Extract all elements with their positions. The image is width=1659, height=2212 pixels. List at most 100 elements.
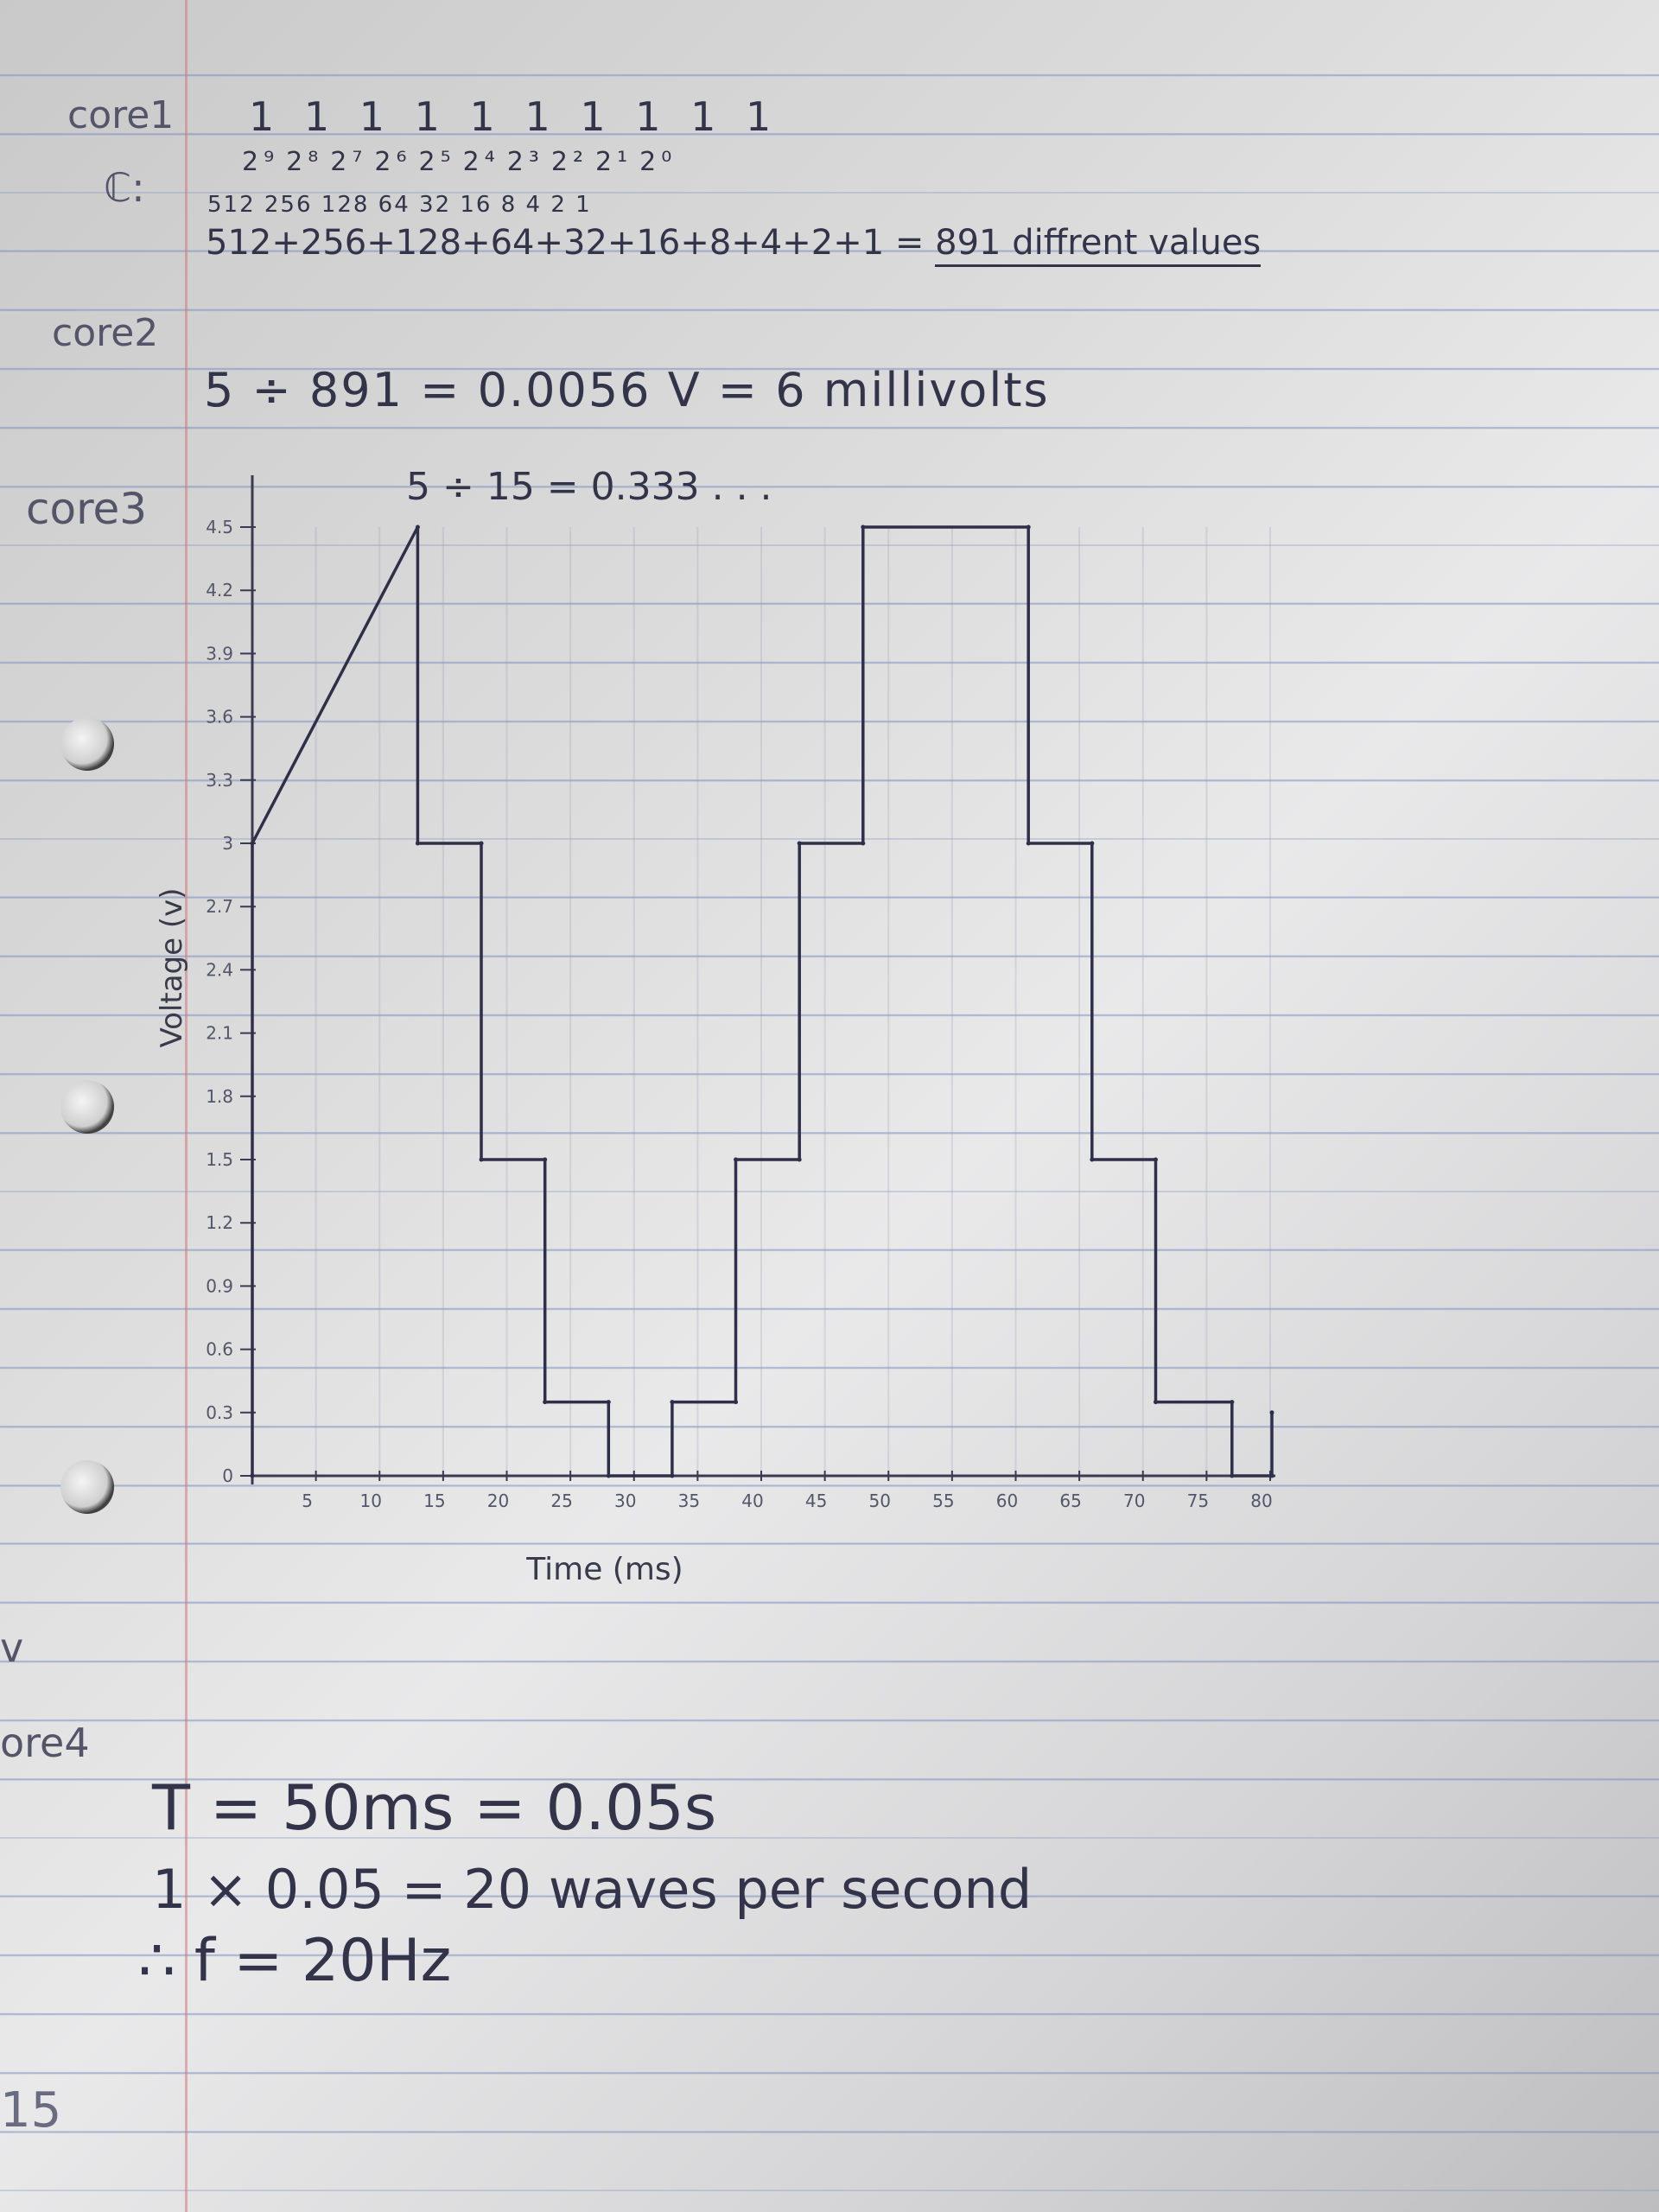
waveform-point	[1026, 841, 1031, 846]
y-tick-label: 2.4	[206, 959, 233, 980]
core1-powers: 2⁹ 2⁸ 2⁷ 2⁶ 2⁵ 2⁴ 2³ 2² 2¹ 2⁰	[242, 147, 683, 177]
core1-power-8: 2¹	[595, 147, 633, 177]
core1-power-4: 2⁵	[418, 147, 456, 177]
core2-equation: 5 ÷ 891 = 0.0056 V = 6 millivolts	[204, 363, 1050, 417]
x-tick-label: 55	[932, 1491, 954, 1511]
core1-sum: 512+256+128+64+32+16+8+4+2+1 = 891 diffr…	[206, 223, 1262, 267]
core1-margin-mark: ℂ:	[104, 164, 145, 211]
waveform-point	[797, 841, 802, 846]
y-axis-label: Voltage (v)	[155, 888, 189, 1048]
x-tick-label: 35	[678, 1491, 700, 1511]
x-tick-label: 10	[360, 1491, 382, 1511]
y-tick-label: 3	[222, 833, 233, 854]
core1-power-9: 2⁰	[639, 147, 677, 177]
binder-hole-1	[60, 717, 114, 771]
y-tick-label: 3.9	[206, 643, 233, 664]
waveform-point	[670, 1400, 675, 1405]
core1-power-7: 2²	[550, 147, 588, 177]
margin-check-mark: v	[0, 1624, 24, 1671]
core4-line3: ∴ f = 20Hz	[138, 1927, 452, 1995]
y-tick-label: 0.6	[206, 1339, 233, 1360]
core1-power-6: 2³	[506, 147, 544, 177]
x-tick-label: 30	[614, 1491, 636, 1511]
y-tick-label: 3.3	[206, 770, 233, 791]
waveform-point	[1090, 1157, 1095, 1162]
x-tick-label: 20	[487, 1491, 509, 1511]
waveform-point	[1269, 1473, 1274, 1478]
core4-line2: 1 × 0.05 = 20 waves per second	[152, 1858, 1033, 1921]
y-tick-label: 0.9	[206, 1275, 233, 1296]
core1-bits: 1 1 1 1 1 1 1 1 1 1	[249, 93, 780, 140]
x-axis-label: Time (ms)	[525, 1552, 683, 1587]
y-tick-label: 1.2	[206, 1212, 233, 1233]
waveform-point	[670, 1473, 675, 1478]
core1-power-2: 2⁷	[330, 147, 368, 177]
waveform-point	[415, 524, 420, 530]
waveform-point	[479, 841, 484, 846]
waveform-point	[606, 1400, 611, 1405]
y-tick-label: 0	[222, 1465, 233, 1486]
waveform-point	[1153, 1400, 1158, 1405]
waveform-point	[543, 1400, 548, 1405]
x-tick-label: 75	[1187, 1491, 1209, 1511]
waveform-point	[1230, 1473, 1235, 1478]
waveform-point	[797, 1157, 802, 1162]
y-tick-label: 1.8	[206, 1086, 233, 1107]
x-tick-label: 15	[423, 1491, 445, 1511]
y-tick-label: 1.5	[206, 1149, 233, 1170]
core4-label: ore4	[0, 1719, 90, 1766]
waveform-point	[1153, 1157, 1158, 1162]
waveform-point	[415, 841, 420, 846]
y-tick-label: 4.2	[206, 580, 233, 601]
core4-line1: T = 50ms = 0.05s	[152, 1771, 717, 1844]
waveform-point	[250, 841, 255, 846]
waveform-line	[251, 525, 1274, 1478]
waveform-point	[734, 1400, 739, 1405]
binder-hole-3	[60, 1460, 114, 1514]
y-tick-label: 0.3	[206, 1402, 233, 1423]
margin-page-number: 15	[0, 2082, 62, 2139]
core1-power-1: 2⁸	[286, 147, 324, 177]
x-tick-label: 5	[302, 1491, 313, 1511]
chart-axes	[251, 475, 1275, 1484]
core3-label: core3	[26, 484, 148, 534]
core1-result: 891 diffrent values	[935, 223, 1262, 267]
y-tick-label: 2.1	[206, 1023, 233, 1044]
waveform-point	[734, 1157, 739, 1162]
y-tick-label: 3.6	[206, 707, 233, 728]
core1-sum-expression: 512+256+128+64+32+16+8+4+2+1 =	[206, 223, 925, 263]
core1-values: 512 256 128 64 32 16 8 4 2 1	[207, 192, 592, 218]
waveform-point	[861, 524, 866, 530]
x-tick-label: 70	[1123, 1491, 1145, 1511]
waveform-point	[543, 1157, 548, 1162]
waveform-point	[606, 1473, 611, 1478]
core1-power-5: 2⁴	[462, 147, 500, 177]
binder-hole-2	[60, 1080, 114, 1134]
waveform-point	[479, 1157, 484, 1162]
waveform-point	[250, 1473, 255, 1478]
waveform-point	[1230, 1400, 1235, 1405]
y-tick-label: 4.5	[206, 517, 233, 537]
core3-note: 5 ÷ 15 = 0.333 . . .	[406, 465, 772, 509]
x-tick-label: 25	[550, 1491, 572, 1511]
core1-power-3: 2⁶	[374, 147, 412, 177]
waveform-point	[1090, 841, 1095, 846]
core1-power-0: 2⁹	[242, 147, 280, 177]
waveform-point	[1026, 524, 1031, 530]
chart-ticks: 0 0.3 0.6 0.9 1.2 1.5 1.8 2.1 2.4 2.7 3 3.3 3.6 3.9 4.…	[206, 517, 1273, 1511]
x-tick-label: 45	[805, 1491, 827, 1511]
bleed-through-text	[605, 1616, 621, 1676]
waveform-point	[861, 841, 866, 846]
core1-label: core1	[67, 93, 175, 137]
core2-label: core2	[52, 311, 159, 355]
margin-line	[185, 0, 188, 2212]
waveform-point	[1269, 1410, 1274, 1415]
y-tick-label: 2.7	[206, 896, 233, 917]
x-tick-label: 65	[1059, 1491, 1081, 1511]
x-tick-label: 80	[1250, 1491, 1272, 1511]
x-tick-label: 50	[869, 1491, 891, 1511]
x-tick-label: 40	[741, 1491, 763, 1511]
x-tick-label: 60	[996, 1491, 1018, 1511]
